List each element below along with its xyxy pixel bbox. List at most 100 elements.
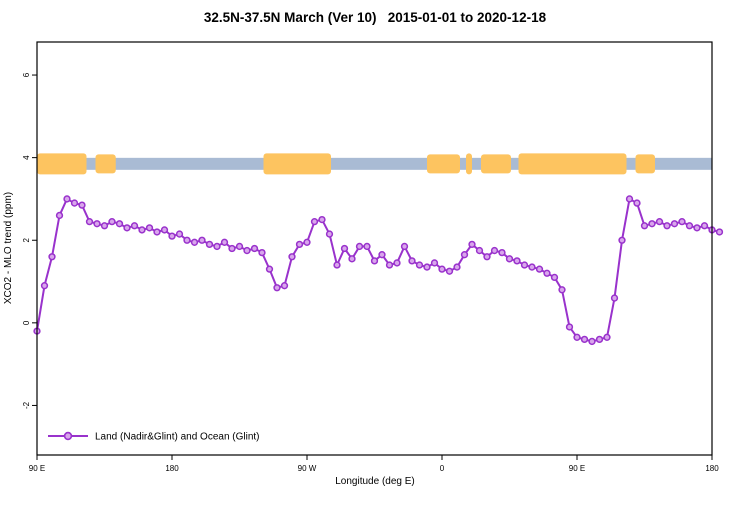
y-tick-label: 6 [22,72,31,77]
data-point [580,335,589,344]
plot-frame [36,41,713,456]
data-point [468,240,476,249]
land-strip-segment [95,154,116,174]
data-point [445,267,454,275]
data-point [513,257,521,265]
land-strip-segment [518,153,627,175]
y-tick-label: 4 [22,155,31,160]
data-point [490,246,499,255]
data-point [175,230,184,238]
data-series-layer [33,195,724,346]
land-strip-segment [466,153,472,175]
data-point [588,337,596,346]
data-point [265,265,274,273]
data-point [438,265,446,273]
data-point [678,218,686,226]
data-point [423,263,431,271]
data-point [363,242,371,251]
data-point [693,224,701,232]
data-point [370,257,379,265]
data-point [78,201,86,209]
data-point [100,222,109,230]
data-point [93,220,101,228]
data-point [505,255,514,263]
data-point [145,224,154,232]
data-point [138,226,146,234]
land-strip-segment [481,154,511,174]
y-tick-label: 0 [22,320,31,325]
data-point [205,240,214,249]
data-point [85,218,94,226]
x-tick-label: 90 E [29,464,45,473]
data-point [40,282,49,290]
data-point [648,220,656,228]
data-point [220,238,229,246]
data-point [123,224,131,232]
data-point [153,228,161,236]
data-point [130,222,139,230]
data-point [333,261,341,269]
data-point [565,323,574,331]
data-point [558,286,566,294]
data-point [670,220,679,228]
data-point [550,273,559,282]
x-tick-label: 90 W [298,464,317,473]
land-strip-segment [37,153,87,175]
data-point [108,218,116,226]
x-tick-label: 180 [165,464,179,473]
data-point [528,263,536,271]
data-point [168,232,176,240]
data-point [603,333,611,341]
data-point [595,335,604,344]
data-point [400,242,409,251]
data-point [190,238,199,246]
y-axis-title: XCO2 - MLO trend (ppm) [3,192,14,304]
data-point [460,251,469,259]
data-point [618,236,626,244]
data-point [235,242,244,251]
x-axis-title: Longitude (deg E) [335,476,415,487]
data-point [348,255,356,263]
data-point [430,259,439,267]
x-tick-label: 90 E [569,464,585,473]
data-point [355,242,364,251]
data-point [318,215,326,224]
data-point [340,244,349,253]
data-point [385,261,394,269]
data-point [408,257,416,265]
land-strip-segment [263,153,331,175]
data-point [640,222,649,230]
data-point [243,246,251,255]
data-point [213,242,221,251]
data-point [475,246,484,255]
x-tick-label: 180 [705,464,719,473]
data-point [655,218,664,226]
data-point [183,236,191,244]
data-point [115,220,124,228]
data-point [288,253,296,261]
data-point [295,240,304,249]
data-point [625,195,634,203]
data-point [415,261,424,269]
data-point [303,238,311,246]
data-point [310,218,319,226]
data-point [610,294,619,302]
data-point [573,333,581,341]
data-point [250,244,259,253]
y-tick-label: 2 [22,237,31,242]
data-point [325,230,334,238]
land-strip-segment [635,154,655,174]
chart-title: 32.5N-37.5N March (Ver 10) 2015-01-01 to… [204,10,547,25]
data-point [535,265,544,273]
land-ocean-map-strip [37,153,712,175]
axes-layer: 90 E 180 90 W 0 90 E 180 -2 0 2 4 6 [22,41,719,473]
data-point [160,226,169,234]
legend-marker-icon [63,431,73,441]
data-point [280,282,289,290]
data-point [543,269,551,277]
x-tick-label: 0 [440,464,445,473]
series-line [36,197,720,343]
data-point [663,222,671,230]
data-point [633,199,641,207]
